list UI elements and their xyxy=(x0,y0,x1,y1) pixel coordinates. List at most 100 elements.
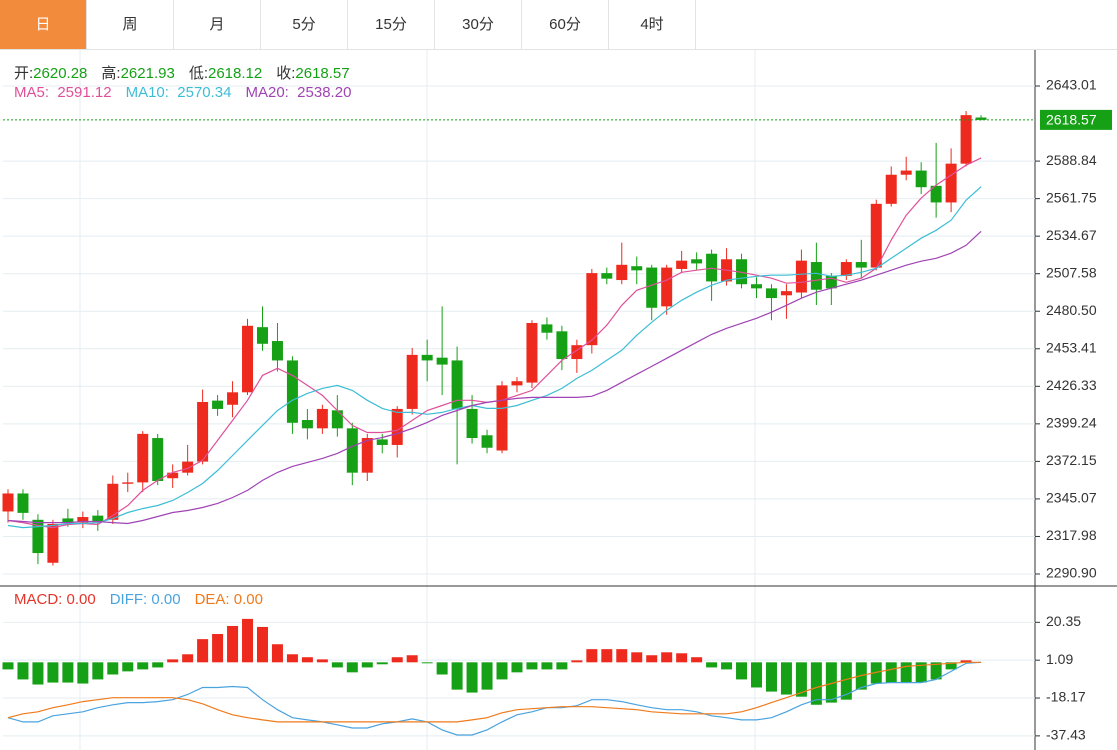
y-tick-label: -37.43 xyxy=(1046,727,1086,743)
macd-bar xyxy=(152,662,164,668)
y-tick-label: 2588.84 xyxy=(1046,152,1097,168)
period-tab[interactable]: 周 xyxy=(87,0,174,49)
macd-bar xyxy=(137,662,149,670)
y-tick-label: 2507.58 xyxy=(1046,264,1097,280)
period-tabs: 日周月 5分 15分 30分 60分 4时 xyxy=(0,0,1117,50)
period-tab[interactable]: 60分 xyxy=(522,0,609,49)
candle-body xyxy=(421,354,433,361)
macd-bar xyxy=(661,652,673,663)
ohlc-item: 高:2621.93 xyxy=(101,65,174,82)
macd-line xyxy=(7,661,982,723)
candle-body xyxy=(646,267,658,308)
macd-bar xyxy=(780,662,792,695)
candle-body xyxy=(855,262,867,268)
macd-bar xyxy=(227,625,239,663)
macd-bar xyxy=(421,662,433,664)
macd-bar xyxy=(810,662,822,705)
candle-body xyxy=(676,260,688,269)
candle-body xyxy=(256,327,268,344)
macd-bar xyxy=(346,662,358,673)
candle-body xyxy=(301,420,313,429)
macd-line xyxy=(7,661,982,736)
period-tab[interactable]: 4时 xyxy=(609,0,696,49)
ma-legend: MA5: 2591.12 xyxy=(14,84,112,101)
candle-body xyxy=(331,410,343,429)
macd-bar xyxy=(945,662,957,670)
macd-bar xyxy=(122,662,134,672)
candle-body xyxy=(780,291,792,296)
macd-bar xyxy=(361,662,373,668)
candle-body xyxy=(32,519,44,554)
y-tick-label: -18.17 xyxy=(1046,689,1086,705)
ohlc-value: 2618.57 xyxy=(295,65,350,82)
period-tab[interactable]: 日 xyxy=(0,0,87,49)
macd-legend: DEA: 0.00 xyxy=(194,591,263,608)
y-tick-label: 20.35 xyxy=(1046,613,1081,629)
ohlc-label: 收: xyxy=(276,65,296,82)
ma-line xyxy=(7,230,982,525)
macd-bar xyxy=(256,626,268,663)
macd-bar xyxy=(466,662,478,693)
macd-bar xyxy=(885,662,897,683)
candle-body xyxy=(616,264,628,281)
y-tick-label: 2399.24 xyxy=(1046,415,1097,431)
macd-bar xyxy=(511,662,523,673)
macd-bar xyxy=(556,662,568,670)
y-tick-label: 2290.90 xyxy=(1046,565,1097,581)
candle-body xyxy=(122,482,134,484)
ma-legend: MA20: 2538.20 xyxy=(245,84,352,101)
ohlc-value: 2621.93 xyxy=(120,65,175,82)
macd-bar xyxy=(571,660,583,663)
macd-bar xyxy=(17,662,29,680)
y-tick-label: 2643.01 xyxy=(1046,77,1097,93)
y-tick-label: 2561.75 xyxy=(1046,189,1097,205)
y-tick-label: 2345.07 xyxy=(1046,490,1097,506)
macd-readout: MACD: 0.00 DIFF: 0.00 DEA: 0.00 xyxy=(14,591,277,608)
y-tick-label: 2453.41 xyxy=(1046,339,1097,355)
candle-body xyxy=(346,428,358,473)
ma-readout: MA5: 2591.12 MA10: 2570.34 MA20: 2538.20 xyxy=(14,84,365,101)
candle-body xyxy=(511,381,523,386)
macd-legend: MACD: 0.00 xyxy=(14,591,96,608)
y-tick-label: 2534.67 xyxy=(1046,227,1097,243)
y-tick-label: 2426.33 xyxy=(1046,377,1097,393)
period-tab[interactable]: 30分 xyxy=(435,0,522,49)
period-tab[interactable]: 15分 xyxy=(348,0,435,49)
macd-bar xyxy=(840,662,852,700)
period-tab[interactable]: 5分 xyxy=(261,0,348,49)
candle-body xyxy=(571,345,583,360)
y-tick-label: 2317.98 xyxy=(1046,527,1097,543)
candle-body xyxy=(47,523,59,563)
candle-body xyxy=(361,438,373,473)
macd-bar xyxy=(2,662,14,670)
candle-body xyxy=(406,354,418,409)
candle-body xyxy=(960,115,972,164)
macd-bar xyxy=(616,649,628,663)
macd-bar xyxy=(77,662,89,684)
macd-bar xyxy=(870,662,882,684)
candle-body xyxy=(107,483,119,520)
candle-body xyxy=(77,517,89,523)
macd-bar xyxy=(765,662,777,692)
candle-body xyxy=(526,323,538,383)
ohlc-item: 收:2618.57 xyxy=(276,65,349,82)
macd-bar xyxy=(406,655,418,663)
macd-bar xyxy=(825,662,837,703)
candle-body xyxy=(391,408,403,445)
candle-body xyxy=(286,360,298,423)
macd-bar xyxy=(795,662,807,697)
candle-body xyxy=(92,515,104,522)
macd-bar xyxy=(376,662,388,665)
macd-bar xyxy=(436,662,448,675)
candle-body xyxy=(17,493,29,513)
candle-body xyxy=(137,433,149,483)
period-tab[interactable]: 月 xyxy=(174,0,261,49)
ohlc-value: 2620.28 xyxy=(33,65,88,82)
candle-body xyxy=(316,408,328,429)
macd-bar xyxy=(197,639,209,663)
candle-body xyxy=(481,435,493,448)
macd-legend: DIFF: 0.00 xyxy=(109,591,181,608)
candle-body xyxy=(751,284,762,289)
ohlc-label: 开: xyxy=(14,65,34,82)
